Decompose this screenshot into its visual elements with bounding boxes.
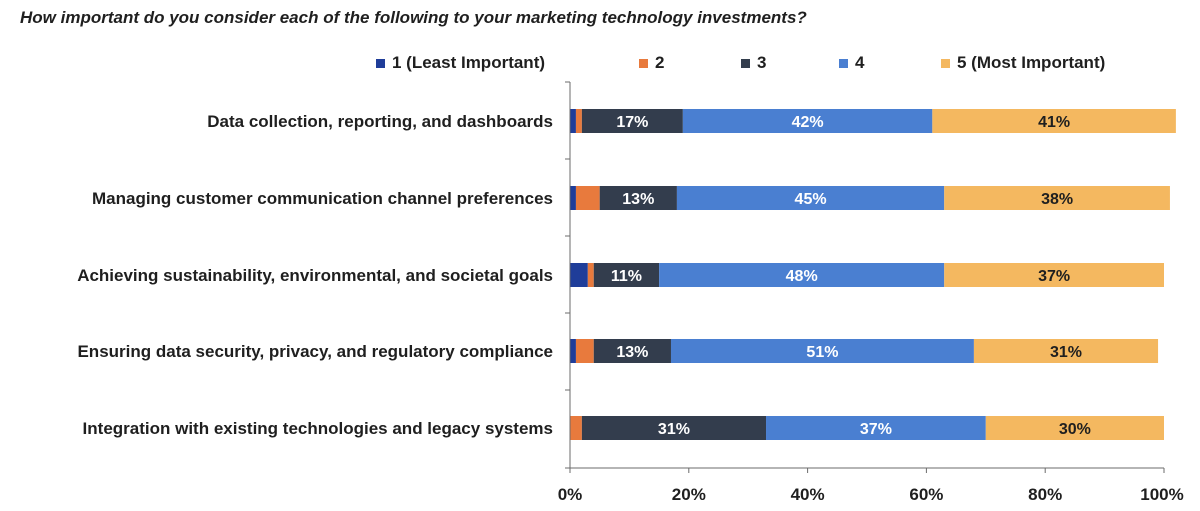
bar-segment	[570, 416, 582, 440]
data-label: 48%	[786, 268, 818, 285]
legend-label: 1 (Least Important)	[392, 53, 545, 72]
legend-label: 2	[655, 53, 664, 72]
data-label: 31%	[1050, 344, 1082, 361]
data-label: 51%	[806, 344, 838, 361]
legend-label: 4	[855, 53, 865, 72]
chart-title: How important do you consider each of th…	[20, 8, 807, 27]
bar-segment	[944, 263, 1164, 287]
bar-segment	[670, 339, 974, 363]
bar-segment	[985, 416, 1164, 440]
data-label: 37%	[860, 421, 892, 438]
data-label: 30%	[1059, 421, 1091, 438]
bar-segment	[575, 109, 582, 133]
bar-segment	[944, 186, 1170, 210]
category-label: Achieving sustainability, environmental,…	[77, 266, 553, 285]
x-tick-label: 40%	[791, 485, 825, 504]
bar-segment	[973, 339, 1159, 363]
data-label: 42%	[792, 114, 824, 131]
category-label: Ensuring data security, privacy, and reg…	[77, 342, 553, 361]
bar-segment	[659, 263, 945, 287]
legend-swatch	[741, 59, 750, 68]
bar-segment	[593, 339, 671, 363]
bar-segment	[570, 339, 576, 363]
legend-swatch	[376, 59, 385, 68]
data-label: 45%	[795, 191, 827, 208]
bar-segment	[570, 263, 588, 287]
legend-label: 3	[757, 53, 766, 72]
data-label: 13%	[622, 191, 654, 208]
legend-swatch	[941, 59, 950, 68]
data-label: 38%	[1041, 191, 1073, 208]
data-label: 37%	[1038, 268, 1070, 285]
bar-segment	[575, 186, 600, 210]
x-tick-label: 80%	[1028, 485, 1062, 504]
data-label: 13%	[616, 344, 648, 361]
bar-segment	[587, 263, 594, 287]
bar-segment	[932, 109, 1176, 133]
bar-segment	[570, 109, 576, 133]
legend-swatch	[639, 59, 648, 68]
x-tick-label: 0%	[558, 485, 583, 504]
legend-label: 5 (Most Important)	[957, 53, 1105, 72]
bar-segment	[599, 186, 677, 210]
x-tick-label: 20%	[672, 485, 706, 504]
bar-segment	[581, 416, 767, 440]
category-label: Data collection, reporting, and dashboar…	[207, 112, 553, 131]
data-label: 41%	[1038, 114, 1070, 131]
x-tick-label: 100%	[1140, 485, 1183, 504]
bar-segment	[676, 186, 945, 210]
bar-segment	[766, 416, 986, 440]
category-label: Integration with existing technologies a…	[83, 419, 553, 438]
x-tick-label: 60%	[909, 485, 943, 504]
data-label: 31%	[658, 421, 690, 438]
bar-segment	[682, 109, 933, 133]
category-label: Managing customer communication channel …	[92, 189, 553, 208]
bar-segment	[593, 263, 660, 287]
bar-segment	[570, 186, 576, 210]
bar-segment	[575, 339, 594, 363]
data-label: 11%	[611, 268, 642, 285]
legend-swatch	[839, 59, 848, 68]
data-label: 17%	[616, 114, 648, 131]
bar-segment	[581, 109, 683, 133]
